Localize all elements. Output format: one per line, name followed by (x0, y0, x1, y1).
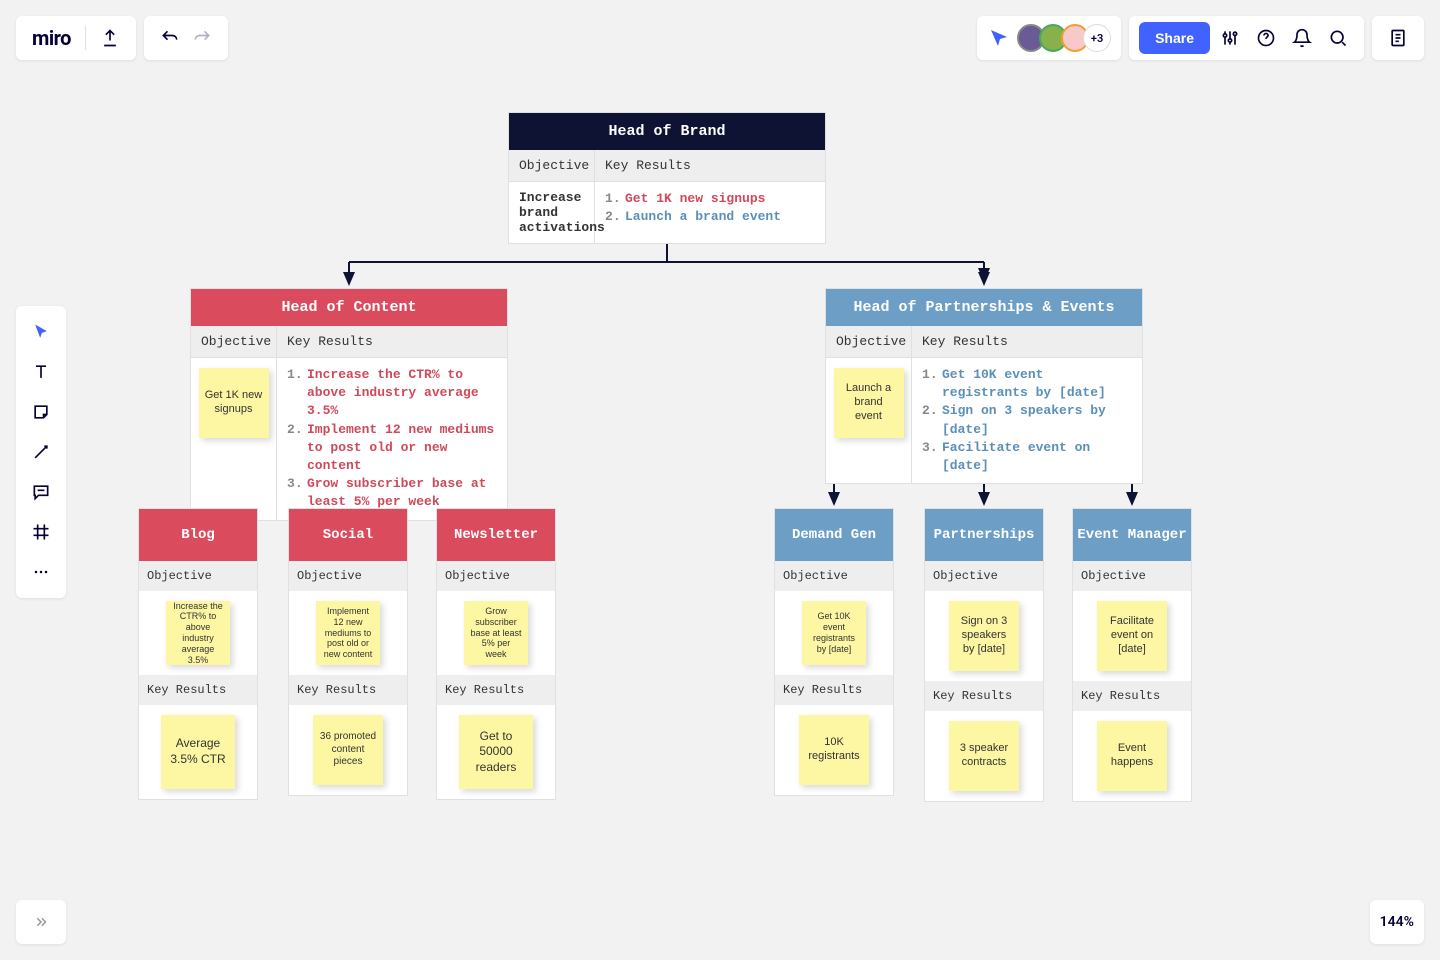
blog-kr-sticky[interactable]: Average 3.5% CTR (161, 715, 235, 789)
objective-header: Objective (509, 150, 595, 182)
eventmgr-obj-sticky[interactable]: Facilitate event on [date] (1097, 601, 1167, 671)
card-title: Demand Gen (775, 509, 893, 561)
content-objective-sticky[interactable]: Get 1K new signups (199, 368, 269, 438)
objective-header: Objective (826, 326, 912, 358)
card-demand-gen[interactable]: Demand Gen Objective Get 10K event regis… (774, 508, 894, 796)
card-title: Newsletter (437, 509, 555, 561)
objective-header: Objective (1073, 561, 1191, 591)
card-title: Head of Content (191, 289, 507, 326)
card-title: Partnerships (925, 509, 1043, 561)
card-head-of-partnerships[interactable]: Head of Partnerships & Events Objective … (825, 288, 1143, 484)
eventmgr-kr-sticky[interactable]: Event happens (1097, 721, 1167, 791)
social-kr-sticky[interactable]: 36 promoted content pieces (313, 715, 383, 785)
objective-header: Objective (775, 561, 893, 591)
kr-header: Key Results (437, 675, 555, 705)
partnerships-objective-sticky[interactable]: Launch a brand event (834, 368, 904, 438)
objective-header: Objective (925, 561, 1043, 591)
demandgen-obj-sticky[interactable]: Get 10K event registrants by [date] (802, 601, 866, 665)
newsletter-obj-sticky[interactable]: Grow subscriber base at least 5% per wee… (464, 601, 528, 665)
card-title: Blog (139, 509, 257, 561)
kr-header: Key Results (139, 675, 257, 705)
objective-header: Objective (437, 561, 555, 591)
card-blog[interactable]: Blog Objective Increase the CTR% to abov… (138, 508, 258, 800)
card-title: Head of Partnerships & Events (826, 289, 1142, 326)
root-krs: Get 1K new signups Launch a brand event (605, 190, 815, 226)
blog-obj-sticky[interactable]: Increase the CTR% to above industry aver… (166, 601, 230, 665)
card-head-of-content[interactable]: Head of Content Objective Key Results Ge… (190, 288, 508, 521)
partnerships-obj-sticky[interactable]: Sign on 3 speakers by [date] (949, 601, 1019, 671)
kr-header: Key Results (289, 675, 407, 705)
kr-header: Key Results (277, 326, 507, 358)
objective-header: Objective (139, 561, 257, 591)
newsletter-kr-sticky[interactable]: Get to 50000 readers (459, 715, 533, 789)
card-title: Head of Brand (509, 113, 825, 150)
card-newsletter[interactable]: Newsletter Objective Grow subscriber bas… (436, 508, 556, 800)
social-obj-sticky[interactable]: Implement 12 new mediums to post old or … (316, 601, 380, 665)
kr-header: Key Results (925, 681, 1043, 711)
content-krs: Increase the CTR% to above industry aver… (287, 366, 497, 512)
objective-header: Objective (289, 561, 407, 591)
card-head-of-brand[interactable]: Head of Brand Objective Key Results Incr… (508, 112, 826, 244)
card-partnerships-sub[interactable]: Partnerships Objective Sign on 3 speaker… (924, 508, 1044, 802)
partnerships-kr-sticky[interactable]: 3 speaker contracts (949, 721, 1019, 791)
card-event-manager[interactable]: Event Manager Objective Facilitate event… (1072, 508, 1192, 802)
partnerships-krs: Get 10K event registrants by [date] Sign… (922, 366, 1132, 475)
kr-header: Key Results (1073, 681, 1191, 711)
objective-header: Objective (191, 326, 277, 358)
card-title: Event Manager (1073, 509, 1191, 561)
root-objective: Increase brand activations (509, 182, 595, 243)
canvas[interactable]: Head of Brand Objective Key Results Incr… (0, 0, 1440, 960)
card-social[interactable]: Social Objective Implement 12 new medium… (288, 508, 408, 796)
kr-header: Key Results (595, 150, 825, 182)
kr-header: Key Results (775, 675, 893, 705)
demandgen-kr-sticky[interactable]: 10K registrants (799, 715, 869, 785)
card-title: Social (289, 509, 407, 561)
kr-header: Key Results (912, 326, 1142, 358)
